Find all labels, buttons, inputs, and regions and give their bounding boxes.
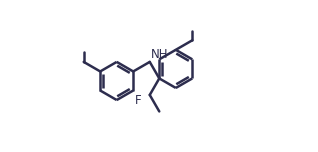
Text: NH: NH xyxy=(151,48,169,61)
Text: F: F xyxy=(135,94,142,107)
